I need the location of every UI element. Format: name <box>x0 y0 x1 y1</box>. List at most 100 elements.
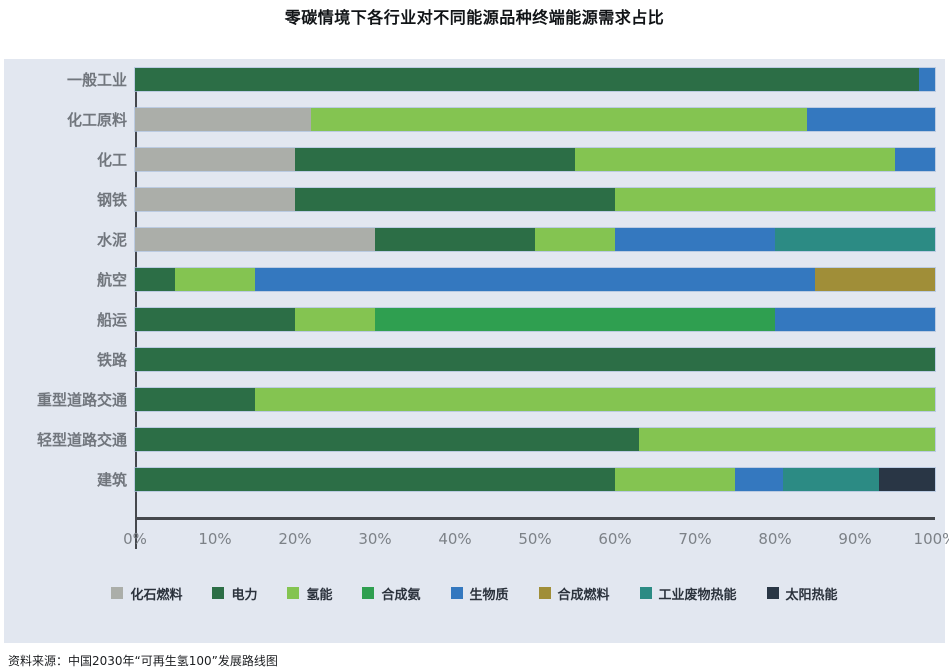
bar-row: 铁路 <box>4 339 945 379</box>
bar-row: 一般工业 <box>4 59 945 99</box>
bar-segment <box>575 147 895 171</box>
legend-item: 氢能 <box>287 584 332 603</box>
legend-label: 氢能 <box>306 587 333 603</box>
stacked-bar <box>135 387 935 411</box>
chart-panel: 一般工业 化工原料 化工 钢铁 水泥 航空 船运 铁路 重型道路交通 轻型道路交通 建筑 0% 10%… <box>4 59 949 643</box>
legend-label: 工业废物热能 <box>658 587 737 603</box>
bar-segment <box>295 307 375 331</box>
y-axis-label: 铁路 <box>96 350 127 369</box>
legend-item: 电力 <box>212 584 257 603</box>
bar-segment <box>639 427 935 451</box>
bar-segment <box>615 187 935 211</box>
bar-segment <box>879 467 935 491</box>
bar-row: 航空 <box>4 259 945 299</box>
bar-row: 钢铁 <box>4 179 945 219</box>
x-tick-label: 80% <box>758 530 792 548</box>
y-axis-label: 轻型道路交通 <box>36 430 127 449</box>
x-tick-label: 100% <box>913 530 949 548</box>
bar-segment <box>135 267 175 291</box>
x-tick-label: 40% <box>438 530 472 548</box>
bar-segment <box>735 467 783 491</box>
source-note: 资料来源：中国2030年“可再生氢100”发展路线图 <box>8 654 278 668</box>
bar-segment <box>775 307 935 331</box>
x-axis-ticks: 0% 10% 20% 30% 40% 50% 60% 70% 80% 90% 100% <box>123 530 949 550</box>
bar-row: 轻型道路交通 <box>4 419 945 459</box>
x-tick-label: 60% <box>598 530 632 548</box>
x-axis-line <box>135 517 935 520</box>
legend-swatch <box>766 587 779 599</box>
chart-title: 零碳情境下各行业对不同能源品种终端能源需求占比 <box>284 8 665 27</box>
stacked-bar <box>135 227 935 251</box>
stacked-bar <box>135 267 935 291</box>
bar-segment <box>135 307 295 331</box>
bar-segment <box>783 467 879 491</box>
bar-segment <box>255 267 815 291</box>
chart-legend: 化石燃料 电力 氢能 合成氨 生物质 合成燃料 工业废物热能 太阳热能 <box>4 583 945 603</box>
stacked-bar <box>135 187 935 211</box>
legend-swatch <box>212 587 225 599</box>
x-tick-label: 0% <box>123 530 147 548</box>
y-axis-label: 建筑 <box>96 470 127 489</box>
legend-item: 合成燃料 <box>538 584 610 603</box>
legend-swatch <box>538 587 551 599</box>
bar-row: 化工 <box>4 139 945 179</box>
stacked-bar <box>135 427 935 451</box>
bar-segment <box>135 387 255 411</box>
bar-segment <box>135 427 639 451</box>
bar-segment <box>615 467 735 491</box>
bar-segment <box>311 107 807 131</box>
bar-segment <box>135 347 935 371</box>
bar-segment <box>807 107 935 131</box>
bar-rows: 一般工业化工原料 化工钢铁水泥航空船运铁路重型道路交通 轻型道路交通建筑 <box>4 59 945 499</box>
bar-segment <box>295 147 575 171</box>
legend-item: 化石燃料 <box>111 584 182 603</box>
bar-segment <box>535 227 615 251</box>
bar-row: 船运 <box>4 299 945 339</box>
bar-row: 重型道路交通 <box>4 379 945 419</box>
x-tick-label: 30% <box>358 530 392 548</box>
bar-row: 水泥 <box>4 219 945 259</box>
legend-swatch <box>362 587 375 599</box>
y-axis-label: 钢铁 <box>96 190 127 209</box>
stacked-bar <box>135 107 935 131</box>
x-tick-label: 90% <box>838 530 872 548</box>
bar-segment <box>135 187 295 211</box>
bar-segment <box>295 187 615 211</box>
y-axis-label: 一般工业 <box>66 70 127 89</box>
legend-swatch <box>639 587 652 599</box>
legend-label: 电力 <box>231 587 258 603</box>
legend-swatch <box>287 587 300 599</box>
stacked-bar <box>135 347 935 371</box>
bar-segment <box>175 267 255 291</box>
legend-swatch <box>450 587 463 599</box>
legend-label: 太阳热能 <box>785 587 838 603</box>
x-tick-label: 50% <box>518 530 552 548</box>
legend-label: 合成氨 <box>381 587 421 603</box>
stacked-bar <box>135 467 935 491</box>
stacked-bar <box>135 307 935 331</box>
bar-segment <box>775 227 935 251</box>
y-axis-label: 航空 <box>96 270 127 289</box>
stacked-bar <box>135 147 935 171</box>
legend-item: 生物质 <box>450 584 509 603</box>
bar-segment <box>375 307 775 331</box>
x-tick-label: 20% <box>278 530 312 548</box>
legend-item: 合成氨 <box>362 584 421 603</box>
legend-label: 合成燃料 <box>557 587 610 603</box>
legend-item: 太阳热能 <box>766 584 838 603</box>
bar-segment <box>135 147 295 171</box>
legend-label: 生物质 <box>469 587 509 603</box>
bar-segment <box>815 267 935 291</box>
bar-segment <box>135 227 375 251</box>
bar-segment <box>895 147 935 171</box>
bar-segment <box>919 67 935 91</box>
bar-segment <box>135 67 919 91</box>
y-axis-label: 船运 <box>96 310 127 329</box>
y-axis-label: 水泥 <box>96 230 127 249</box>
bar-segment <box>615 227 775 251</box>
legend-swatch <box>111 587 124 599</box>
bar-segment <box>255 387 935 411</box>
legend-item: 工业废物热能 <box>639 584 737 603</box>
y-axis-label: 重型道路交通 <box>36 390 127 409</box>
bar-row: 化工原料 <box>4 99 945 139</box>
